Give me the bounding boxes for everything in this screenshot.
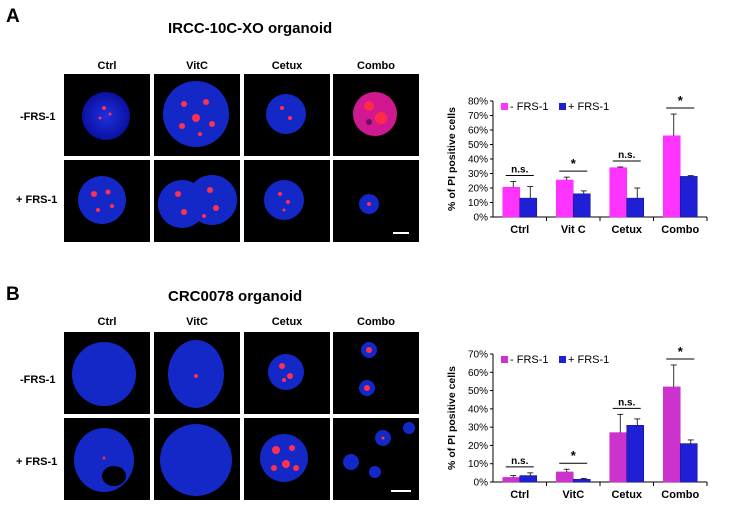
micrograph-b-cetux-plus-frs	[244, 418, 330, 500]
chart-a-bar-minus-frs	[502, 186, 521, 218]
chart-a-bar-plus-frs	[519, 197, 538, 218]
scale-bar-a	[393, 232, 409, 234]
micrograph-a-ctrl-minus-frs	[64, 74, 150, 156]
chart-a-legend-label: + FRS-1	[568, 101, 609, 113]
chart-a-bar-minus-frs	[555, 179, 574, 218]
chart-a-significance-label: *	[571, 156, 577, 171]
chart-b-bar-plus-frs	[572, 478, 591, 483]
chart-a-bar-minus-frs	[662, 135, 681, 218]
panel-b-col-combo: Combo	[357, 316, 395, 328]
chart-b-category-label: Ctrl	[510, 489, 529, 500]
chart-a-category-label: Vit C	[561, 224, 586, 236]
chart-b-bar-minus-frs	[662, 386, 681, 483]
chart-b-category-label: VitC	[562, 489, 584, 500]
chart-b-legend-swatch	[501, 356, 508, 363]
panel-a-row-plus-frs: + FRS-1	[16, 194, 58, 206]
chart-b-significance-label: n.s.	[618, 397, 635, 408]
chart-a-significance-label: n.s.	[511, 164, 528, 175]
chart-a-category-label: Cetux	[611, 224, 642, 236]
chart-b-category-label: Combo	[661, 489, 699, 500]
chart-b-bar-plus-frs	[519, 475, 538, 483]
chart-b-legend-label: - FRS-1	[510, 354, 549, 366]
micrograph-a-combo-plus-frs	[333, 160, 419, 242]
micrograph-a-ctrl-plus-frs	[64, 160, 150, 242]
panel-b-col-vitc: VitC	[186, 316, 208, 328]
chart-a-legend-swatch	[559, 103, 566, 110]
chart-a-significance-label: n.s.	[618, 150, 635, 161]
chart-a-ytick-label: 20%	[468, 184, 488, 195]
chart-b: % of PI positive cells 0% 10% 20% 30% 40% 50% 6…	[445, 340, 715, 500]
micrograph-a-vitc-plus-frs	[154, 160, 240, 242]
panel-b-letter: B	[6, 284, 20, 305]
panel-a-col-ctrl: Ctrl	[97, 60, 117, 72]
chart-b-significance-label: n.s.	[511, 456, 528, 467]
micrograph-a-vitc-minus-frs	[154, 74, 240, 156]
chart-a-legend-swatch	[501, 103, 508, 110]
micrograph-a-cetux-plus-frs	[244, 160, 330, 242]
chart-b-ytick-label: 30%	[468, 423, 488, 434]
panel-a-col-combo: Combo	[357, 60, 395, 72]
panel-a-letter: A	[6, 6, 20, 27]
chart-b-ytick-label: 60%	[468, 368, 488, 379]
chart-b-ytick-label: 10%	[468, 459, 488, 470]
chart-a-ytick-label: 0%	[474, 213, 489, 224]
chart-b-ytick-label: 20%	[468, 441, 488, 452]
micrograph-b-vitc-plus-frs	[154, 418, 240, 500]
scale-bar-b	[391, 490, 411, 492]
chart-b-bar-plus-frs	[679, 443, 698, 483]
chart-a-significance-label: *	[678, 93, 684, 108]
chart-b-ylabel: % of PI positive cells	[446, 366, 458, 470]
chart-a-ytick-label: 50%	[468, 140, 488, 151]
chart-a-category-label: Combo	[661, 224, 699, 236]
chart-b-ytick-label: 70%	[468, 350, 488, 361]
chart-a-category-label: Ctrl	[510, 224, 529, 236]
chart-b-significance-label: *	[571, 448, 577, 463]
micrograph-a-cetux-minus-frs	[244, 74, 330, 156]
chart-a-ylabel: % of PI positive cells	[446, 107, 458, 211]
chart-a-bar-plus-frs	[572, 193, 591, 218]
chart-b-category-label: Cetux	[611, 489, 642, 500]
panel-b-col-ctrl: Ctrl	[97, 316, 117, 328]
chart-a-bar-plus-frs	[679, 176, 698, 218]
panel-a-title: IRCC-10C-XO organoid	[168, 20, 333, 37]
panel-a-col-cetux: Cetux	[271, 60, 303, 72]
chart-a-bar-plus-frs	[626, 197, 645, 218]
chart-a: % of PI positive cells 0% 10% 20% 30% 40% 50% 6…	[445, 85, 715, 240]
panel-b-row-plus-frs: + FRS-1	[16, 456, 58, 468]
chart-a-ytick-label: 70%	[468, 111, 488, 122]
chart-a-ytick-label: 60%	[468, 126, 488, 137]
micrograph-b-cetux-minus-frs	[244, 332, 330, 414]
panel-b-title: CRC0078 organoid	[168, 288, 303, 305]
micrograph-b-vitc-minus-frs	[154, 332, 240, 414]
micrograph-b-combo-minus-frs	[333, 332, 419, 414]
chart-b-bar-minus-frs	[502, 477, 521, 483]
chart-b-bar-minus-frs	[555, 471, 574, 483]
panel-a-col-vitc: VitC	[186, 60, 208, 72]
micrograph-b-combo-plus-frs	[333, 418, 419, 500]
chart-b-ytick-label: 0%	[474, 478, 489, 489]
chart-b-bar-plus-frs	[626, 425, 645, 483]
panel-a-row-minus-frs: -FRS-1	[20, 111, 56, 123]
chart-a-ytick-label: 30%	[468, 169, 488, 180]
chart-b-legend-swatch	[559, 356, 566, 363]
chart-a-ytick-label: 40%	[468, 155, 488, 166]
chart-a-legend-label: - FRS-1	[510, 101, 549, 113]
micrograph-b-ctrl-minus-frs	[64, 332, 150, 414]
chart-a-ytick-label: 80%	[468, 97, 488, 108]
panel-b-row-minus-frs: -FRS-1	[20, 374, 56, 386]
chart-a-bar-minus-frs	[609, 167, 628, 218]
panel-b-col-cetux: Cetux	[271, 316, 303, 328]
chart-b-legend-label: + FRS-1	[568, 354, 609, 366]
chart-a-ytick-label: 10%	[468, 198, 488, 209]
micrograph-a-combo-minus-frs	[333, 74, 419, 156]
chart-b-significance-label: *	[678, 344, 684, 359]
micrograph-b-ctrl-plus-frs	[64, 418, 150, 500]
chart-b-bar-minus-frs	[609, 432, 628, 483]
chart-b-ytick-label: 50%	[468, 386, 488, 397]
chart-b-ytick-label: 40%	[468, 404, 488, 415]
